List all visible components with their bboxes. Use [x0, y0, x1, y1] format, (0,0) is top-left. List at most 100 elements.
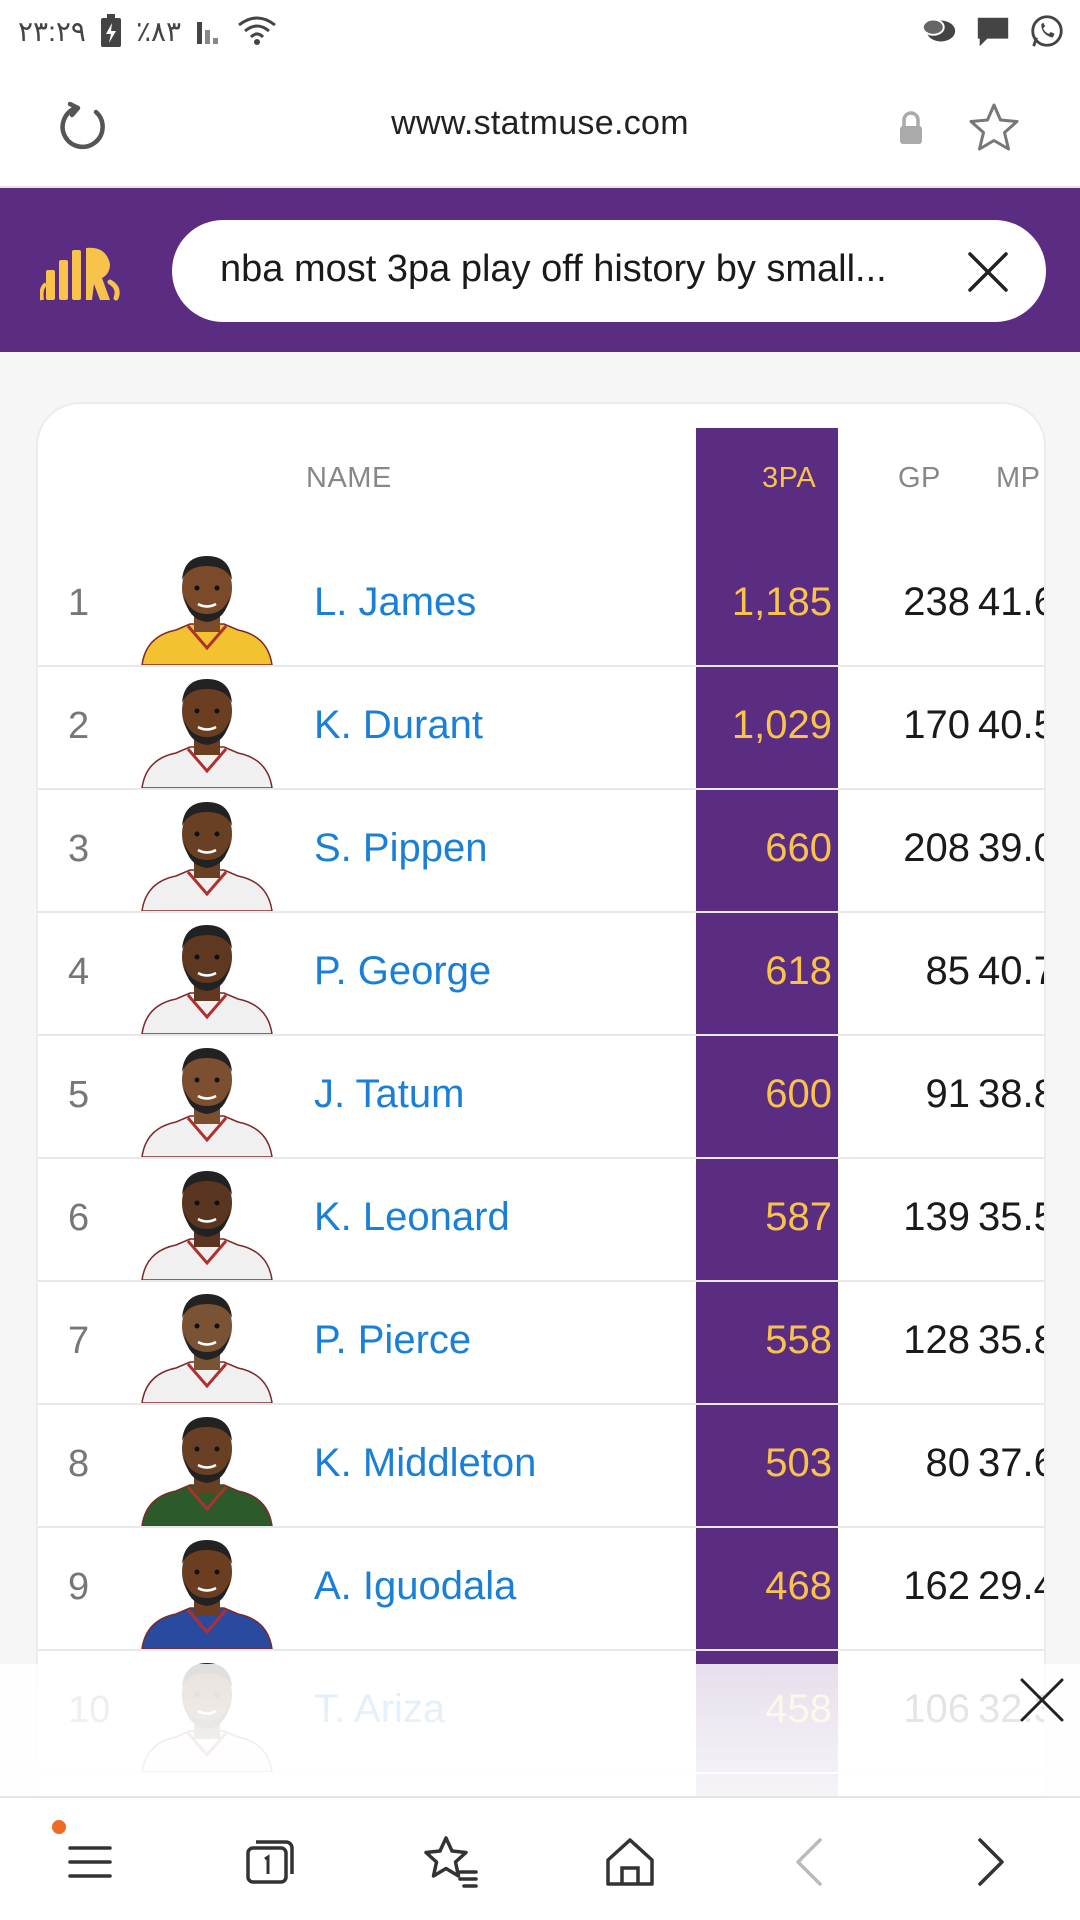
mp-cell: 35.8 — [978, 1318, 1044, 1362]
chat-bubbles-icon — [921, 18, 956, 42]
player-avatar[interactable] — [138, 667, 276, 788]
gp-cell: 208 — [903, 826, 970, 870]
player-name-link[interactable]: K. Durant — [314, 703, 483, 747]
gp-cell: 162 — [903, 1564, 970, 1608]
reload-icon[interactable] — [56, 100, 110, 154]
menu-icon[interactable] — [60, 1832, 120, 1892]
gp-cell: 91 — [925, 1072, 971, 1116]
gp-cell: 80 — [925, 1441, 971, 1485]
header-mp[interactable]: MP — [996, 462, 1041, 494]
signal-icon — [197, 22, 219, 44]
player-name-link[interactable]: L. James — [314, 580, 477, 624]
rank-cell: 5 — [68, 1074, 90, 1116]
3pa-cell: 1,029 — [731, 703, 832, 747]
home-icon[interactable] — [600, 1832, 660, 1892]
3pa-cell: 1,185 — [731, 580, 832, 624]
lock-icon[interactable] — [896, 110, 926, 146]
url-field[interactable]: www.statmuse.com — [391, 104, 689, 142]
player-name-link[interactable]: K. Leonard — [314, 1195, 510, 1239]
mp-cell: 38.8 — [978, 1072, 1044, 1116]
mp-cell: 35.5 — [978, 1195, 1044, 1239]
status-time: ۲۳:۲۹ — [18, 15, 86, 47]
bookmarks-icon[interactable] — [420, 1832, 480, 1892]
player-avatar[interactable] — [138, 913, 276, 1034]
search-bar[interactable]: nba most 3pa play off history by small..… — [172, 220, 1046, 322]
3pa-cell: 600 — [765, 1072, 832, 1116]
mp-cell: 37.6 — [978, 1441, 1044, 1485]
player-name-link[interactable]: S. Pippen — [314, 826, 488, 870]
search-input[interactable]: nba most 3pa play off history by small..… — [220, 248, 887, 290]
rank-cell: 1 — [68, 582, 90, 624]
player-name-link[interactable]: A. Iguodala — [314, 1564, 517, 1608]
3pa-cell: 660 — [765, 826, 832, 870]
3pa-cell: 558 — [765, 1318, 832, 1362]
player-avatar[interactable] — [138, 1405, 276, 1526]
gp-cell: 139 — [903, 1195, 970, 1239]
whatsapp-icon — [1031, 15, 1063, 47]
close-icon[interactable] — [1014, 1672, 1070, 1728]
status-bar: ۲۳:۲۹ ٪۸۳ — [0, 0, 1080, 64]
3pa-cell: 587 — [765, 1195, 832, 1239]
player-name-link[interactable]: K. Middleton — [314, 1441, 537, 1485]
table-header: NAME 3PA GP MP — [38, 428, 1044, 548]
player-avatar[interactable] — [138, 1282, 276, 1403]
header-3pa[interactable]: 3PA — [762, 462, 817, 494]
battery-charging-icon — [100, 14, 121, 47]
header-name[interactable]: NAME — [306, 462, 392, 494]
rank-cell: 3 — [68, 828, 90, 870]
gp-cell: 128 — [903, 1318, 970, 1362]
3pa-cell: 503 — [765, 1441, 832, 1485]
battery-percent: ٪۸۳ — [135, 15, 182, 47]
player-name-link[interactable]: P. Pierce — [314, 1318, 472, 1362]
player-avatar[interactable] — [138, 790, 276, 911]
browser-address-bar: www.statmuse.com — [0, 64, 1080, 188]
mp-cell: 39.0 — [978, 826, 1044, 870]
mp-cell: 40.5 — [978, 703, 1044, 747]
sorted-column-highlight — [696, 428, 838, 1796]
player-avatar[interactable] — [138, 1159, 276, 1280]
player-name-link[interactable]: P. George — [314, 949, 492, 993]
mp-cell: 29.4 — [978, 1564, 1044, 1608]
site-header: nba most 3pa play off history by small..… — [0, 188, 1080, 352]
header-gp[interactable]: GP — [898, 462, 941, 494]
back-icon[interactable] — [780, 1832, 840, 1892]
notification-dot — [52, 1820, 66, 1834]
rank-cell: 4 — [68, 951, 90, 993]
status-left: ۲۳:۲۹ ٪۸۳ — [18, 14, 277, 48]
rank-cell: 7 — [68, 1320, 90, 1362]
gp-cell: 238 — [903, 580, 970, 624]
player-avatar[interactable] — [138, 1528, 276, 1649]
status-right — [920, 12, 1066, 50]
wifi-icon — [238, 16, 276, 45]
tabs-icon[interactable] — [240, 1832, 300, 1892]
statmuse-logo[interactable] — [40, 244, 130, 304]
close-icon[interactable] — [966, 250, 1010, 294]
bookmark-star-icon[interactable] — [966, 100, 1022, 156]
player-avatar[interactable] — [138, 1036, 276, 1157]
rank-cell: 8 — [68, 1443, 90, 1485]
player-avatar[interactable] — [138, 544, 276, 665]
browser-bottom-nav — [0, 1796, 1080, 1920]
rank-cell: 2 — [68, 705, 90, 747]
mp-cell: 40.7 — [978, 949, 1044, 993]
rank-cell: 9 — [68, 1566, 90, 1608]
player-name-link[interactable]: J. Tatum — [314, 1072, 465, 1116]
rank-cell: 6 — [68, 1197, 90, 1239]
forward-icon[interactable] — [960, 1832, 1020, 1892]
3pa-cell: 618 — [765, 949, 832, 993]
gp-cell: 85 — [925, 949, 971, 993]
bottom-fade-overlay — [0, 1664, 1080, 1796]
message-icon — [977, 17, 1009, 47]
gp-cell: 170 — [903, 703, 970, 747]
